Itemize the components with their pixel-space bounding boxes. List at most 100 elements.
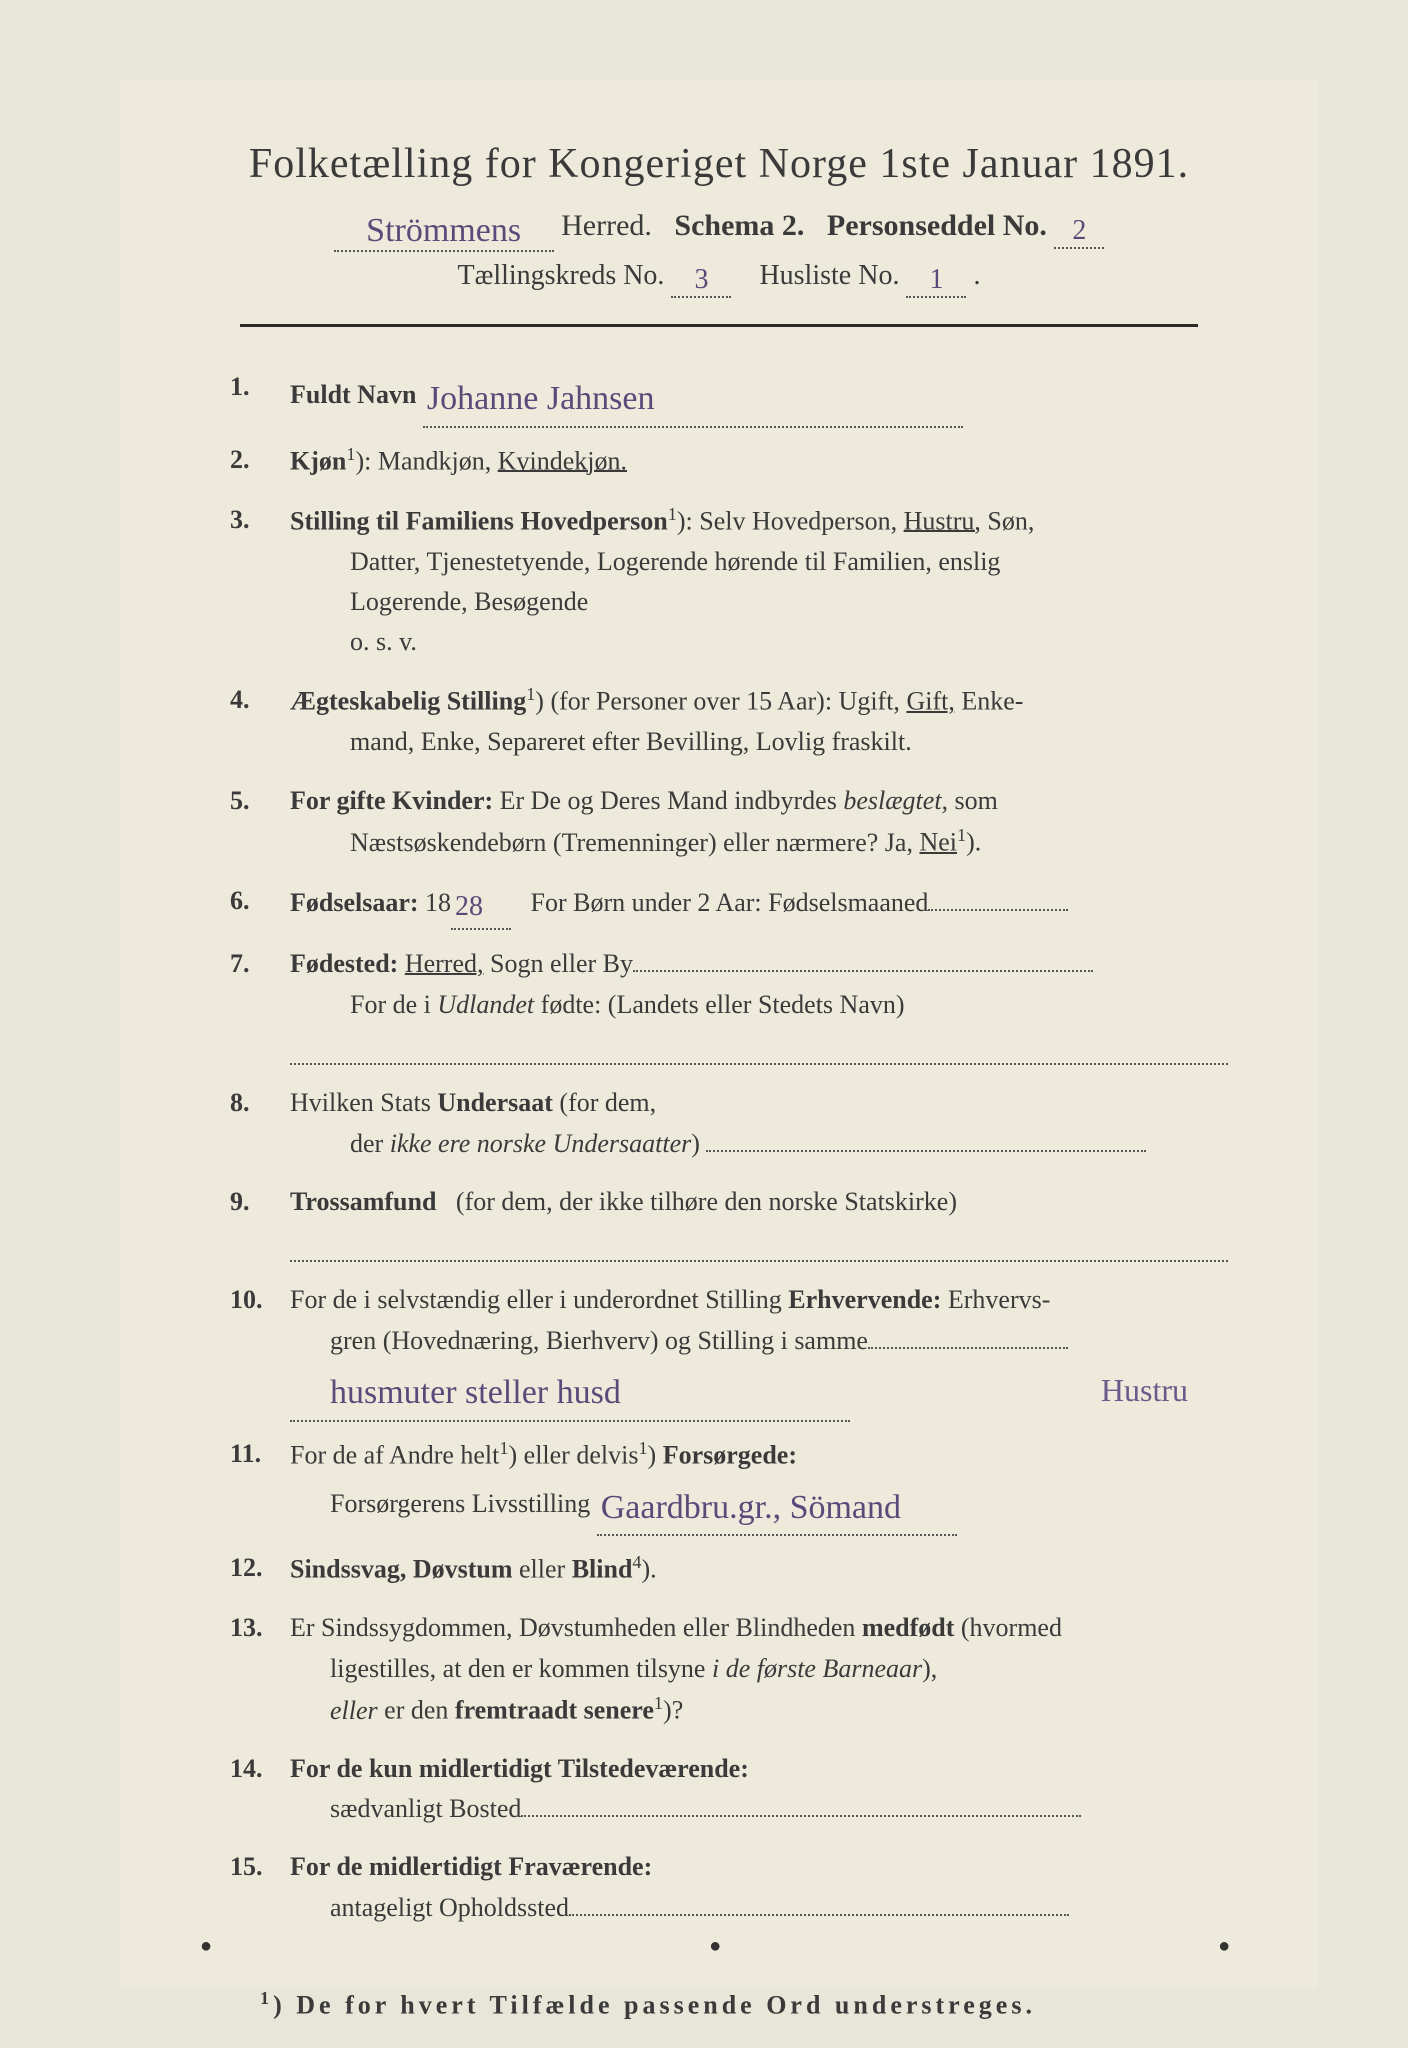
- q11-sup2: 1: [638, 1438, 647, 1458]
- q11-value: Gaardbru.gr., Sömand: [597, 1482, 957, 1537]
- q12-label2: Blind: [572, 1555, 633, 1584]
- q9-row: 9. Trossamfund (for dem, der ikke tilhør…: [230, 1182, 1228, 1263]
- q14-num: 14.: [230, 1749, 290, 1789]
- q13-3d: ?: [672, 1696, 684, 1725]
- q15-2: antageligt Opholdssted: [290, 1893, 569, 1922]
- q14-content: For de kun midlertidigt Tilstedeværende:…: [290, 1749, 1228, 1830]
- q3-label: Stilling til Familiens Hovedperson: [290, 506, 668, 535]
- q14-1: For de kun midlertidigt Tilstedeværende:: [290, 1754, 749, 1783]
- q2-opt1: Mandkjøn,: [378, 446, 491, 475]
- main-title: Folketælling for Kongeriget Norge 1ste J…: [200, 140, 1238, 188]
- q11-1c: Forsørgede:: [663, 1440, 797, 1469]
- q8-label: Undersaat: [437, 1088, 553, 1117]
- q7-label: Fødested:: [290, 949, 398, 978]
- q4-num: 4.: [230, 680, 290, 720]
- q15-content: For de midlertidigt Fraværende: antageli…: [290, 1847, 1228, 1928]
- q2-sup: 1: [346, 444, 355, 464]
- q9-content: Trossamfund (for dem, der ikke tilhøre d…: [290, 1182, 1228, 1263]
- q5-sup: 1: [957, 825, 966, 845]
- q7-content: Fødested: Herred, Sogn eller By For de i…: [290, 944, 1228, 1065]
- subtitle-line-1: Strömmens Herred. Schema 2. Personseddel…: [200, 206, 1238, 246]
- q8-num: 8.: [230, 1083, 290, 1123]
- q3-sup: 1: [668, 504, 677, 524]
- q1-num: 1.: [230, 367, 290, 407]
- q9-label: Trossamfund: [290, 1187, 436, 1216]
- q5-1a: Er De og Deres Mand indbyrdes: [500, 786, 837, 815]
- q11-num: 11.: [230, 1434, 290, 1474]
- q13-1a: Er Sindssygdommen, Døvstumheden eller Bl…: [290, 1613, 855, 1642]
- q3-c: Søn,: [987, 506, 1034, 535]
- q11-row: 11. For de af Andre helt1) eller delvis1…: [230, 1434, 1228, 1531]
- q8-1a: Hvilken Stats: [290, 1088, 431, 1117]
- q4-sup: 1: [526, 684, 535, 704]
- q11-content: For de af Andre helt1) eller delvis1) Fo…: [290, 1434, 1228, 1531]
- q11-sup1: 1: [499, 1438, 508, 1458]
- q4-row: 4. Ægteskabelig Stilling1) (for Personer…: [230, 680, 1228, 762]
- q10-1b: Erhvervende:: [788, 1285, 941, 1314]
- q13-2a: ligestilles, at den er kommen tilsyne: [290, 1654, 705, 1683]
- q5-2a: Næstsøskendebørn (Tremenninger) eller næ…: [290, 828, 913, 857]
- q9-num: 9.: [230, 1182, 290, 1222]
- q6-label: Fødselsaar:: [290, 888, 419, 917]
- q13-row: 13. Er Sindssygdommen, Døvstumheden elle…: [230, 1608, 1228, 1731]
- q6-content: Fødselsaar: 1828 For Børn under 2 Aar: F…: [290, 881, 1228, 926]
- divider-line: [240, 324, 1198, 327]
- q2-label: Kjøn: [290, 446, 346, 475]
- q7-2a: For de i: [290, 990, 431, 1019]
- q13-content: Er Sindssygdommen, Døvstumheden eller Bl…: [290, 1608, 1228, 1731]
- q10-content: For de i selvstændig eller i underordnet…: [290, 1280, 1228, 1415]
- q1-content: Fuldt Navn Johanne Jahnsen: [290, 367, 1228, 422]
- q3-num: 3.: [230, 500, 290, 540]
- q10-sidenote: Hustru: [1101, 1366, 1188, 1416]
- q13-1b: medfødt: [862, 1613, 954, 1642]
- q5-label: For gifte Kvinder:: [290, 786, 493, 815]
- q8-row: 8. Hvilken Stats Undersaat (for dem, der…: [230, 1083, 1228, 1164]
- q10-2: gren (Hovednæring, Bierhverv) og Stillin…: [290, 1326, 868, 1355]
- q12-content: Sindssvag, Døvstum eller Blind4).: [290, 1548, 1228, 1590]
- q9-rest: (for dem, der ikke tilhøre den norske St…: [456, 1187, 957, 1216]
- q3-content: Stilling til Familiens Hovedperson1): Se…: [290, 500, 1228, 663]
- q8-1b: (for dem,: [559, 1088, 656, 1117]
- q13-3b: er den: [384, 1696, 448, 1725]
- q12-num: 12.: [230, 1548, 290, 1588]
- q3-line2: Datter, Tjenestetyende, Logerende hørend…: [290, 547, 1000, 576]
- q6-year: 28: [451, 885, 511, 930]
- q4-opt3: Enke-: [961, 687, 1023, 716]
- q14-row: 14. For de kun midlertidigt Tilstedevære…: [230, 1749, 1228, 1830]
- herred-value: Strömmens: [334, 212, 554, 252]
- q5-nei: Nei: [919, 828, 957, 857]
- schema-label: Schema 2.: [674, 209, 804, 242]
- q1-row: 1. Fuldt Navn Johanne Jahnsen: [230, 367, 1228, 422]
- q8-2b: ikke ere norske Undersaatter: [390, 1129, 692, 1158]
- hole-icon: ●: [200, 1935, 212, 1958]
- q7-num: 7.: [230, 944, 290, 984]
- q5-num: 5.: [230, 781, 290, 821]
- subtitle-line-2: Tællingskreds No. 3 Husliste No. 1 .: [200, 260, 1238, 294]
- q1-label: Fuldt Navn: [290, 380, 416, 409]
- q6-num: 6.: [230, 881, 290, 921]
- q10-num: 10.: [230, 1280, 290, 1320]
- q12-row: 12. Sindssvag, Døvstum eller Blind4).: [230, 1548, 1228, 1590]
- personseddel-label: Personseddel No.: [827, 209, 1047, 242]
- q10-value: husmuter steller husd: [290, 1367, 850, 1422]
- footnote: 1) De for hvert Tilfælde passende Ord un…: [200, 1988, 1238, 2021]
- q12-label: Sindssvag, Døvstum: [290, 1555, 513, 1584]
- footnote-text: De for hvert Tilfælde passende Ord under…: [296, 1991, 1036, 2020]
- q4-line2: mand, Enke, Separeret efter Bevilling, L…: [290, 727, 912, 756]
- personseddel-no: 2: [1054, 215, 1104, 249]
- q15-1: For de midlertidigt Fraværende:: [290, 1852, 652, 1881]
- q13-sup: 1: [654, 1693, 663, 1713]
- q3-b: Hustru,: [904, 506, 981, 535]
- kreds-label: Tællingskreds No.: [458, 260, 665, 291]
- q8-blank: [706, 1150, 1146, 1152]
- form-body: 1. Fuldt Navn Johanne Jahnsen 2. Kjøn1):…: [200, 367, 1238, 1928]
- q4-opt2: Gift,: [906, 687, 954, 716]
- q7-row: 7. Fødested: Herred, Sogn eller By For d…: [230, 944, 1228, 1065]
- q15-row: 15. For de midlertidigt Fraværende: anta…: [230, 1847, 1228, 1928]
- q10-1a: For de i selvstændig eller i underordnet…: [290, 1285, 782, 1314]
- footnote-sup: 1: [260, 1988, 273, 2008]
- q3-line4: o. s. v.: [290, 627, 417, 656]
- q4-content: Ægteskabelig Stilling1) (for Personer ov…: [290, 680, 1228, 762]
- husliste-no: 1: [906, 264, 966, 298]
- q11-2: Forsørgerens Livsstilling: [290, 1489, 590, 1518]
